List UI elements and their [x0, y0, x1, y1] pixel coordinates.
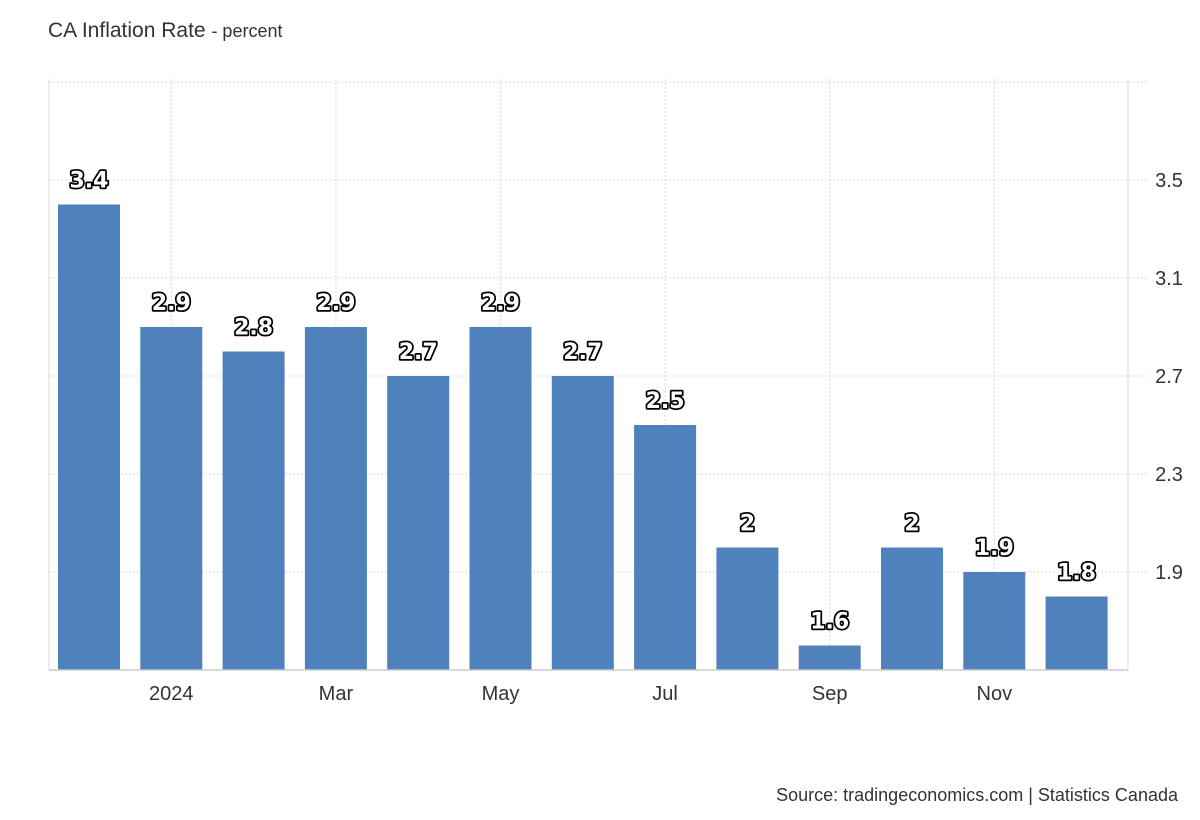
- data-label: 1.6: [810, 610, 849, 635]
- bar: [881, 547, 943, 670]
- bar: [798, 645, 861, 670]
- bar: [222, 351, 285, 670]
- data-label: 3.4: [70, 169, 109, 194]
- data-label: 2.7: [563, 340, 602, 365]
- x-tick-label: May: [482, 683, 520, 705]
- bar: [1045, 596, 1108, 670]
- bar: [551, 376, 614, 670]
- bar: [304, 327, 367, 670]
- bars-layer: [58, 204, 1108, 670]
- x-tick-label: Sep: [812, 683, 848, 705]
- data-label: 1.8: [1057, 561, 1096, 586]
- y-tick-label: 3.1: [1155, 268, 1183, 290]
- axis-layer: 2024 Mar May Jul Sep Nov 1.9 2.3 2.7 3.1 3.5: [49, 170, 1183, 705]
- bar: [140, 327, 203, 670]
- data-label: 2.9: [152, 291, 191, 316]
- data-label: 2: [740, 512, 755, 537]
- y-tick-label: 2.3: [1155, 464, 1183, 486]
- data-label: 2.9: [316, 291, 355, 316]
- bar: [58, 204, 120, 670]
- bar: [716, 547, 779, 670]
- bar: [634, 425, 697, 670]
- y-tick-label: 3.5: [1155, 170, 1183, 192]
- bar: [963, 572, 1026, 670]
- chart-title-text: CA Inflation Rate: [48, 19, 206, 42]
- bar: [469, 327, 532, 670]
- data-label: 2.8: [234, 316, 273, 341]
- data-label: 2.5: [646, 389, 685, 414]
- chart-subtitle: - percent: [211, 21, 283, 41]
- x-tick-label: 2024: [149, 683, 194, 705]
- source-credit: Source: tradingeconomics.com | Statistic…: [776, 785, 1178, 805]
- data-label: 2.7: [399, 340, 438, 365]
- chart-title: CA Inflation Rate - percent: [48, 19, 282, 43]
- x-tick-label: Nov: [977, 683, 1013, 705]
- data-label: 1.9: [975, 536, 1014, 561]
- y-tick-label: 1.9: [1155, 562, 1183, 584]
- data-label: 2: [904, 512, 919, 537]
- y-tick-label: 2.7: [1155, 366, 1183, 388]
- x-tick-label: Jul: [652, 683, 678, 705]
- data-label: 2.9: [481, 291, 520, 316]
- data-labels-layer: 3.4 2.9 2.8 2.9 2.7 2.9 2.7 2.5 2 1.6 2 1.9 1.8: [68, 167, 1098, 637]
- bar: [387, 376, 450, 670]
- x-tick-label: Mar: [319, 683, 354, 705]
